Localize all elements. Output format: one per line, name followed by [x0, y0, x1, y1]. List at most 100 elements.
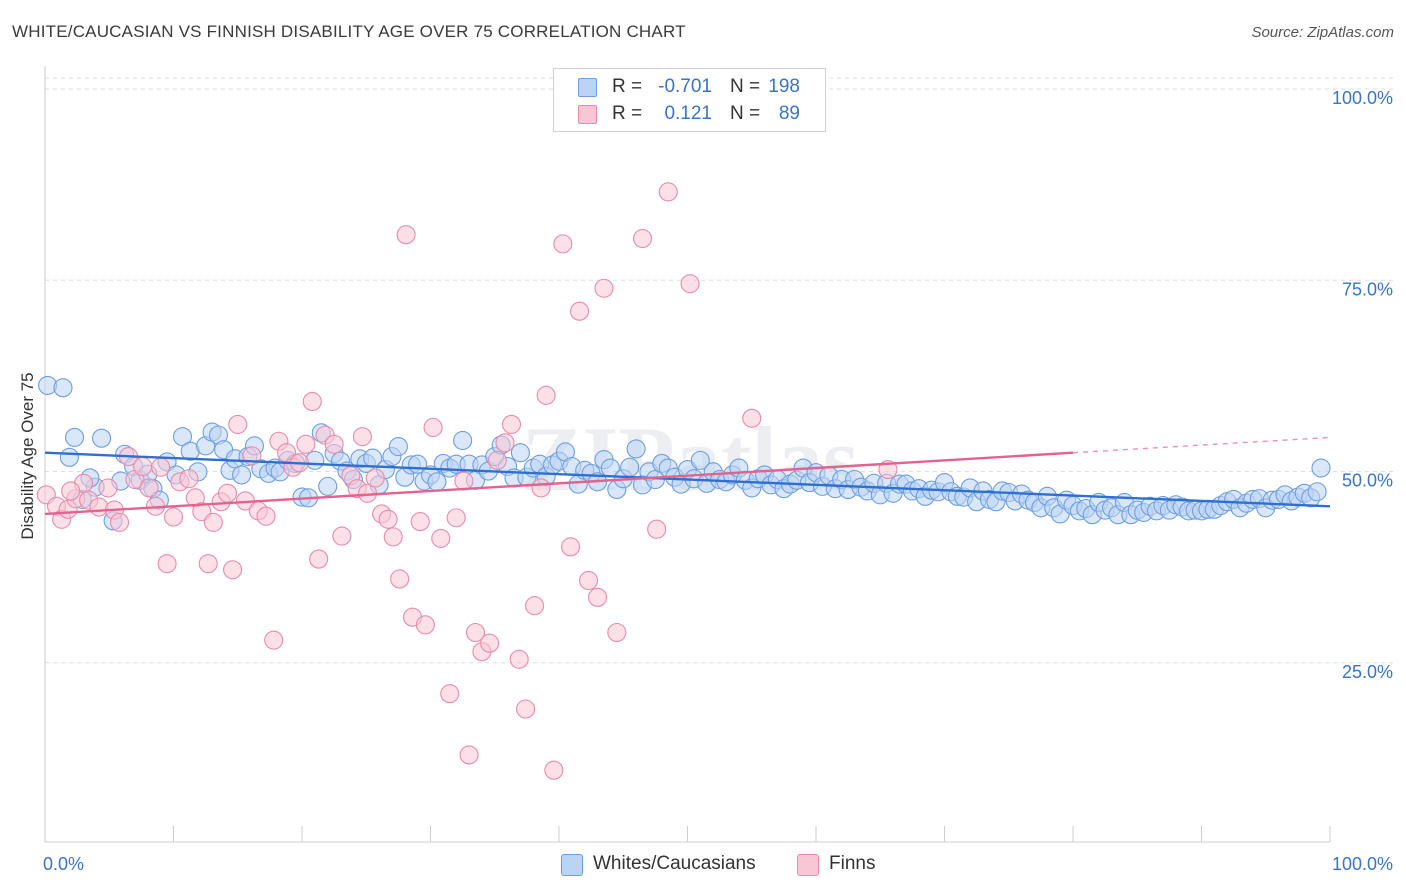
data-point-finns: [561, 537, 581, 557]
data-point-finns: [396, 225, 416, 245]
data-point-finns: [531, 478, 551, 498]
data-point-finns: [587, 587, 608, 607]
y-tick-label: 100.0%: [1332, 88, 1393, 108]
data-point-finns: [309, 549, 329, 569]
data-point-finns: [553, 234, 573, 254]
data-point-finns: [133, 456, 153, 477]
data-point-whites: [1307, 482, 1327, 502]
data-point-finns: [151, 457, 171, 477]
data-point-whites: [620, 457, 640, 477]
data-point-finns: [480, 633, 500, 653]
trend-line-finns: [44, 451, 1074, 516]
grid-lines: [45, 77, 1395, 664]
data-point-finns: [742, 408, 762, 428]
legend-r-label: R =: [612, 103, 643, 124]
data-point-whites: [427, 472, 447, 492]
data-point-finns: [658, 182, 678, 202]
data-point-finns: [579, 570, 599, 591]
data-point-finns: [487, 450, 507, 470]
legend-swatch-whites: [578, 78, 597, 97]
bottom-legend-swatch-whites: [561, 854, 583, 876]
data-point-finns: [157, 554, 177, 574]
data-point-finns: [680, 274, 700, 294]
data-point-finns: [415, 615, 435, 635]
data-point-finns: [410, 512, 430, 532]
legend-n-label: N =: [730, 103, 761, 124]
data-point-finns: [632, 228, 653, 249]
axes: [44, 66, 1331, 843]
data-point-finns: [431, 528, 451, 548]
data-point-finns: [332, 526, 352, 546]
y-tick-label: 50.0%: [1342, 471, 1393, 491]
data-point-finns: [544, 760, 564, 780]
data-point-whites: [53, 378, 73, 398]
data-point-finns: [570, 301, 590, 321]
data-point-finns: [459, 745, 479, 765]
trend-lines: [44, 436, 1331, 516]
data-point-finns: [501, 414, 522, 434]
data-point-finns: [423, 417, 443, 438]
legend-row-whites: R = -0.701 N = 198: [554, 73, 825, 100]
chart-source: Source: ZipAtlas.com: [1251, 24, 1394, 41]
data-point-finns: [139, 478, 159, 498]
data-point-finns: [365, 468, 385, 488]
tick-labels: 25.0% 50.0% 75.0% 100.0% 0.0% 100.0%: [43, 88, 1393, 874]
legend-r-value: -0.701: [658, 76, 712, 97]
data-point-whites: [65, 427, 85, 447]
trend-line-finns-extension: [1072, 436, 1331, 454]
stats-legend: R = -0.701 N = 198 R = 0.121 N = 89: [553, 68, 826, 132]
data-point-finns: [223, 560, 243, 580]
data-point-finns: [594, 278, 614, 298]
data-point-finns: [509, 649, 529, 669]
bottom-legend-swatch-finns: [797, 854, 819, 876]
data-point-finns: [179, 469, 199, 489]
data-point-whites: [626, 439, 646, 459]
data-point-whites: [690, 450, 710, 470]
data-point-finns: [390, 569, 410, 589]
data-point-whites: [59, 447, 79, 467]
data-point-finns: [536, 385, 556, 405]
legend-n-value: 89: [778, 103, 800, 124]
x-tick-label: 100.0%: [1332, 854, 1393, 874]
x-tick-label: 0.0%: [43, 854, 84, 874]
data-point-finns: [324, 434, 344, 454]
data-point-whites: [453, 430, 473, 451]
legend-n-label: N =: [730, 76, 761, 97]
data-point-finns: [516, 699, 536, 719]
data-point-finns: [61, 481, 81, 501]
data-point-finns: [109, 512, 130, 532]
y-tick-label: 25.0%: [1342, 662, 1393, 682]
data-point-whites: [510, 443, 531, 463]
y-axis-label: Disability Age Over 75: [18, 372, 37, 539]
legend-row-finns: R = 0.121 N = 89: [554, 100, 825, 127]
data-point-finns: [203, 512, 223, 532]
data-point-finns: [98, 478, 118, 498]
data-point-finns: [525, 596, 545, 616]
data-point-finns: [89, 497, 109, 517]
data-point-finns: [228, 414, 248, 434]
y-tick-label: 75.0%: [1342, 279, 1393, 299]
data-point-finns: [302, 391, 322, 412]
data-point-finns: [198, 554, 218, 574]
data-point-whites: [318, 476, 338, 496]
bottom-legend-label-finns: Finns: [829, 853, 876, 874]
bottom-legend-label-whites: Whites/Caucasians: [593, 853, 756, 874]
legend-r-value: 0.121: [664, 103, 712, 124]
trend-line-whites: [44, 451, 1331, 508]
data-point-finns: [465, 622, 486, 643]
series-finns-points: [36, 182, 898, 780]
data-point-finns: [607, 622, 627, 643]
data-point-finns: [495, 433, 515, 453]
legend-r-label: R =: [612, 76, 643, 97]
data-point-finns: [217, 483, 238, 503]
data-point-finns: [383, 527, 403, 547]
data-point-finns: [647, 519, 667, 539]
data-point-finns: [264, 630, 284, 650]
data-point-finns: [378, 509, 398, 529]
chart-title: WHITE/CAUCASIAN VS FINNISH DISABILITY AG…: [12, 22, 686, 41]
data-point-whites: [232, 465, 252, 485]
legend-n-value: 198: [768, 76, 800, 97]
data-point-finns: [296, 434, 316, 454]
data-point-whites: [1311, 458, 1331, 478]
